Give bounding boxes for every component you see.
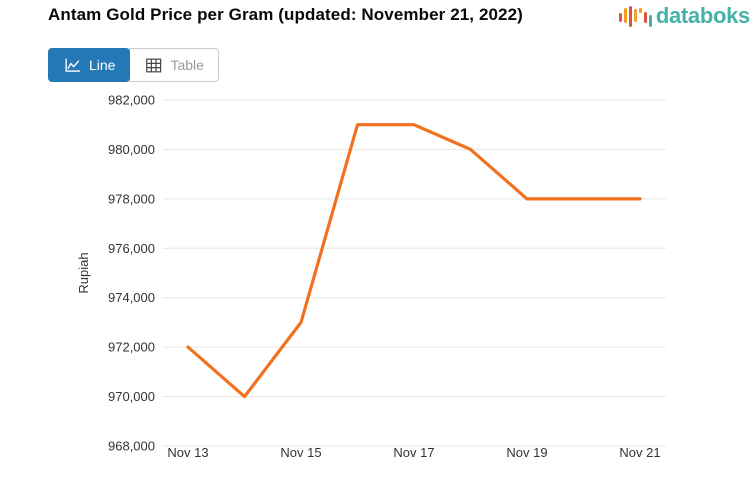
line-button-label: Line xyxy=(89,57,116,73)
y-tick-label: 968,000 xyxy=(108,439,155,454)
line-chart-icon xyxy=(63,56,82,75)
x-tick-label: Nov 15 xyxy=(280,445,321,460)
logo-bar xyxy=(638,8,643,13)
y-tick-label: 976,000 xyxy=(108,241,155,256)
x-tick-label: Nov 21 xyxy=(619,445,660,460)
logo-bar xyxy=(618,13,623,22)
y-axis-title: Rupiah xyxy=(76,252,91,293)
price-line xyxy=(186,123,642,399)
table-icon xyxy=(144,56,163,75)
y-tick-label: 974,000 xyxy=(108,290,155,305)
databoks-logo: databoks xyxy=(618,3,750,31)
logo-bar xyxy=(643,12,648,23)
logo-bar xyxy=(633,9,638,22)
y-tick-label: 980,000 xyxy=(108,142,155,157)
x-tick-label: Nov 17 xyxy=(393,445,434,460)
table-view-button[interactable]: Table xyxy=(129,48,219,82)
logo-bar xyxy=(628,6,633,27)
table-button-label: Table xyxy=(170,57,204,73)
y-tick-label: 978,000 xyxy=(108,191,155,206)
gold-price-line-chart: 982,000 980,000 978,000 976,000 974,000 972,0… xyxy=(76,93,666,460)
y-tick-label: 972,000 xyxy=(108,340,155,355)
chart-view-toggle: Line Table xyxy=(48,48,219,82)
y-tick-label: 970,000 xyxy=(108,389,155,404)
logo-bar xyxy=(623,8,628,23)
line-view-button[interactable]: Line xyxy=(48,48,131,82)
databoks-bars-icon xyxy=(618,5,654,31)
x-tick-label: Nov 13 xyxy=(167,445,208,460)
y-tick-label: 982,000 xyxy=(108,93,155,108)
databoks-logo-text: databoks xyxy=(655,3,750,28)
logo-bar xyxy=(648,15,653,27)
page-title: Antam Gold Price per Gram (updated: Nove… xyxy=(48,5,523,24)
x-tick-label: Nov 19 xyxy=(506,445,547,460)
